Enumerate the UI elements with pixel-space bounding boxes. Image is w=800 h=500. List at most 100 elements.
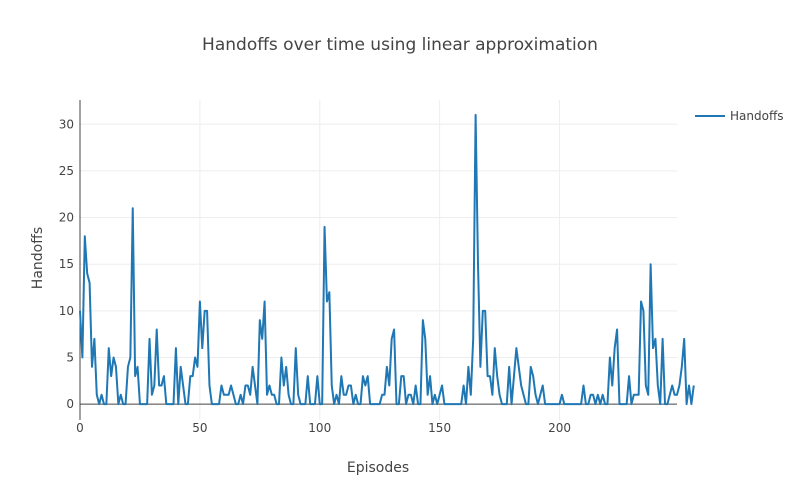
data-point [458, 403, 460, 405]
data-point [530, 366, 532, 368]
data-point [184, 403, 186, 405]
data-point [398, 403, 400, 405]
data-point [96, 394, 98, 396]
data-point [604, 403, 606, 405]
data-point [681, 366, 683, 368]
data-point [640, 300, 642, 302]
data-point [669, 394, 671, 396]
data-point [462, 384, 464, 386]
y-tick-label: 10 [59, 304, 74, 318]
data-point [299, 403, 301, 405]
data-point [177, 403, 179, 405]
data-point [103, 403, 105, 405]
data-point [594, 403, 596, 405]
data-point [448, 403, 450, 405]
data-point [652, 347, 654, 349]
y-tick-label: 30 [59, 117, 74, 131]
data-point [180, 366, 182, 368]
data-point [486, 375, 488, 377]
data-point [350, 384, 352, 386]
data-point [105, 403, 107, 405]
data-point [132, 207, 134, 209]
data-point [606, 403, 608, 405]
data-point [438, 394, 440, 396]
data-point [371, 403, 373, 405]
data-point [165, 403, 167, 405]
data-point [597, 394, 599, 396]
data-point [513, 375, 515, 377]
data-point [357, 403, 359, 405]
data-point [592, 394, 594, 396]
data-point [683, 338, 685, 340]
data-point [328, 291, 330, 293]
y-tick-label: 25 [59, 164, 74, 178]
data-point [561, 394, 563, 396]
data-point [331, 384, 333, 386]
data-point [393, 328, 395, 330]
data-point [367, 375, 369, 377]
data-point [666, 403, 668, 405]
x-tick-label: 150 [428, 421, 451, 435]
data-point [203, 310, 205, 312]
legend[interactable]: Handoffs [695, 109, 783, 123]
data-point [477, 263, 479, 265]
data-point [168, 403, 170, 405]
data-point [446, 403, 448, 405]
data-point [407, 394, 409, 396]
data-point [649, 263, 651, 265]
data-point [467, 366, 469, 368]
data-point [314, 403, 316, 405]
legend-label: Handoffs [730, 109, 783, 123]
data-point [402, 375, 404, 377]
data-point [628, 375, 630, 377]
data-point [383, 394, 385, 396]
data-point [388, 384, 390, 386]
data-point [520, 384, 522, 386]
data-point [108, 347, 110, 349]
data-point [479, 366, 481, 368]
data-point [390, 338, 392, 340]
data-point [304, 403, 306, 405]
data-point [352, 403, 354, 405]
data-point [563, 403, 565, 405]
data-point [220, 384, 222, 386]
data-point [549, 403, 551, 405]
data-point [647, 394, 649, 396]
data-point [208, 384, 210, 386]
data-point [268, 384, 270, 386]
data-point [144, 403, 146, 405]
data-point [369, 403, 371, 405]
data-point [333, 403, 335, 405]
data-point [194, 356, 196, 358]
data-point [259, 319, 261, 321]
data-point [93, 338, 95, 340]
data-point [151, 394, 153, 396]
data-point [343, 394, 345, 396]
data-point [443, 403, 445, 405]
data-point [302, 403, 304, 405]
data-point [239, 394, 241, 396]
series-line-handoffs [79, 113, 695, 406]
data-point [546, 403, 548, 405]
data-point [316, 375, 318, 377]
data-point [187, 403, 189, 405]
data-point [218, 403, 220, 405]
data-point [148, 338, 150, 340]
data-point [347, 384, 349, 386]
data-point [693, 384, 695, 386]
data-point [661, 338, 663, 340]
data-point [618, 403, 620, 405]
data-point [453, 403, 455, 405]
data-point [376, 403, 378, 405]
data-point [271, 394, 273, 396]
data-point [412, 403, 414, 405]
data-point [196, 366, 198, 368]
data-point [599, 403, 601, 405]
data-point [482, 310, 484, 312]
data-point [172, 403, 174, 405]
data-point [215, 403, 217, 405]
data-point [613, 347, 615, 349]
data-point [544, 403, 546, 405]
